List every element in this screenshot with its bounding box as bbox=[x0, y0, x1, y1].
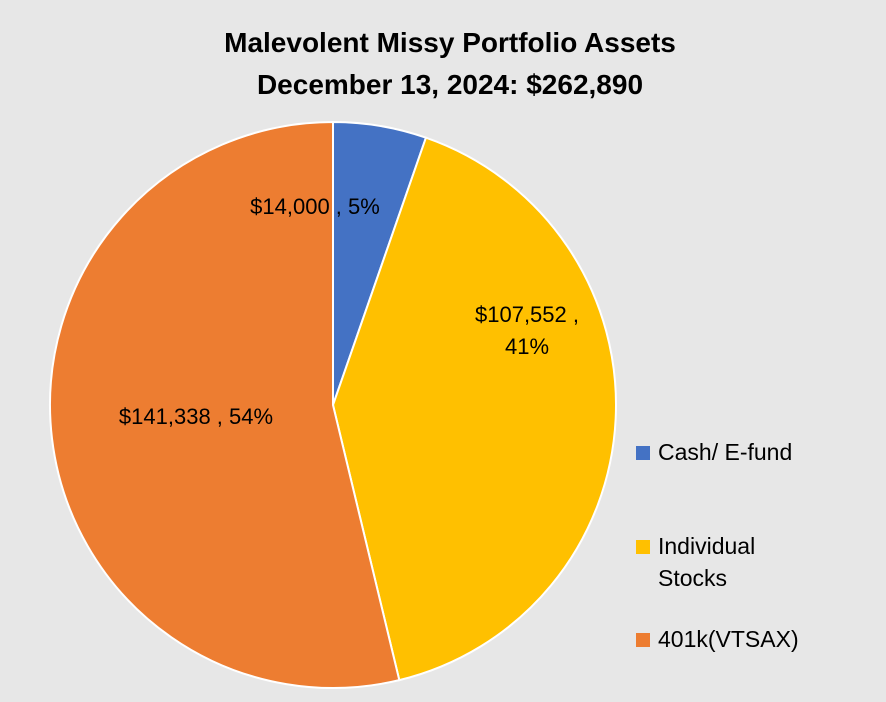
data-label-cash: $14,000 , 5% bbox=[250, 194, 380, 219]
legend-label-401k: 401k(VTSAX) bbox=[658, 626, 799, 652]
chart-title-block: Malevolent Missy Portfolio Assets Decemb… bbox=[0, 22, 886, 106]
chart-subtitle: December 13, 2024: $262,890 bbox=[256, 69, 644, 100]
legend-label-individual-stocks: Individual Stocks bbox=[658, 533, 756, 591]
legend-swatch-individual-stocks bbox=[636, 540, 650, 554]
legend-item-401k: 401k(VTSAX) bbox=[636, 623, 818, 655]
pie-slice-401k bbox=[49, 120, 401, 689]
data-label-401k: $141,338 , 54% bbox=[119, 404, 273, 429]
pie-slice-individual-stocks bbox=[331, 136, 618, 682]
legend-label-cash: Cash/ E-fund bbox=[658, 439, 793, 465]
legend-swatch-401k bbox=[636, 633, 650, 647]
chart-title: Malevolent Missy Portfolio Assets bbox=[224, 27, 676, 58]
legend-item-individual-stocks: Individual Stocks bbox=[636, 530, 818, 594]
legend-swatch-cash bbox=[636, 446, 650, 460]
data-label-individual-stocks: $107,552 , 41% bbox=[475, 302, 579, 359]
legend-item-cash: Cash/ E-fund bbox=[636, 436, 818, 468]
